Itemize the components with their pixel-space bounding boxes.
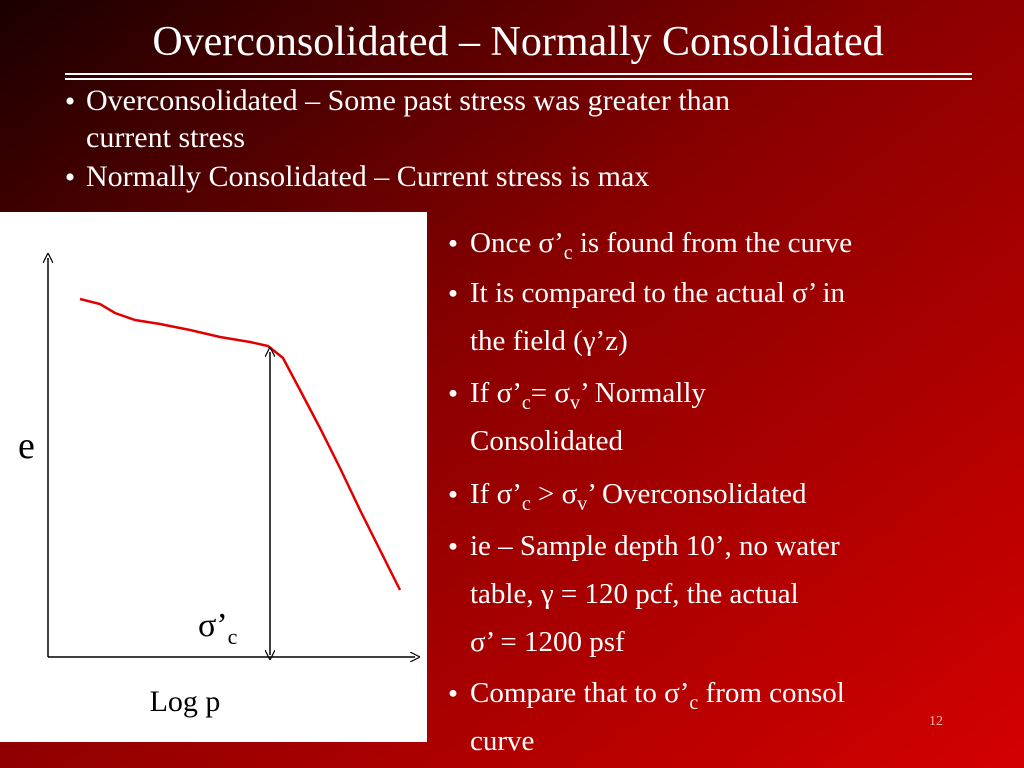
text-run: curve — [470, 725, 534, 757]
bullet-dot — [66, 97, 74, 105]
subscript: c — [522, 493, 531, 515]
text-run: It is compared to the actual σ’ in — [470, 277, 846, 309]
text-run: = σ — [531, 377, 571, 409]
marker-label-sub: c — [228, 624, 238, 649]
bullet-dot — [449, 689, 457, 697]
bullet-line: Overconsolidated – Some past stress was … — [86, 84, 730, 117]
subscript: c — [522, 392, 531, 414]
curve — [79, 297, 402, 591]
bullet-line: Once σ’c is found from the curve — [470, 227, 852, 264]
bullet-dot — [66, 173, 74, 181]
bullet-line: curve — [470, 725, 534, 757]
bullet-line: current stress — [86, 121, 245, 154]
text-run: Compare that to σ’ — [470, 677, 689, 709]
text-run: > σ — [531, 478, 578, 510]
bullet-line: Consolidated — [470, 425, 624, 457]
text-run: Normally Consolidated – Current stress i… — [86, 160, 649, 193]
subscript: c — [564, 242, 573, 264]
text-run: If σ’ — [470, 478, 522, 510]
bullet-line: If σ’c > σv’ Overconsolidated — [470, 478, 807, 515]
diagram-panel — [0, 212, 427, 742]
bullet-line: Normally Consolidated – Current stress i… — [86, 160, 649, 193]
text-run: ’ Normally — [580, 377, 706, 409]
page-number: 12 — [929, 714, 943, 729]
text-run: If σ’ — [470, 377, 522, 409]
subscript: c — [689, 692, 698, 714]
text-run: Overconsolidated – Some past stress was … — [86, 84, 730, 117]
text-run: σ’ = 1200 psf — [470, 626, 625, 658]
top-bullets: Overconsolidated – Some past stress was … — [66, 84, 730, 193]
bullet-dot — [449, 542, 457, 550]
text-run: Consolidated — [470, 425, 624, 457]
text-run: current stress — [86, 121, 245, 154]
bullet-line: ie – Sample depth 10’, no water — [470, 530, 840, 562]
subscript: v — [577, 493, 587, 515]
text-run: the field (γ’z) — [470, 325, 628, 357]
bullet-dot — [449, 490, 457, 498]
text-run: table, γ = 120 pcf, the actual — [470, 578, 799, 610]
text-run: ie – Sample depth 10’, no water — [470, 530, 840, 562]
text-run: is found from the curve — [573, 227, 852, 259]
subscript: v — [570, 392, 580, 414]
x-axis-label: Log p — [150, 685, 221, 718]
text-run: from consol — [698, 677, 845, 709]
marker-label-text: σ’ — [198, 607, 228, 644]
bullet-dot — [449, 239, 457, 247]
bullet-dot — [449, 289, 457, 297]
bullet-line: It is compared to the actual σ’ in — [470, 277, 846, 309]
slide-title: Overconsolidated – Normally Consolidated — [152, 19, 883, 65]
bullet-line: If σ’c= σv’ Normally — [470, 377, 706, 414]
bullet-line: Compare that to σ’c from consol — [470, 677, 845, 714]
text-run: ’ Overconsolidated — [587, 478, 807, 510]
bullet-line: σ’ = 1200 psf — [470, 626, 625, 658]
marker-label: σ’c — [198, 607, 238, 649]
y-axis-label: e — [18, 425, 35, 467]
text-run: Once σ’ — [470, 227, 564, 259]
bullet-dot — [449, 389, 457, 397]
bullet-line: table, γ = 120 pcf, the actual — [470, 578, 799, 610]
bullet-line: the field (γ’z) — [470, 325, 628, 357]
